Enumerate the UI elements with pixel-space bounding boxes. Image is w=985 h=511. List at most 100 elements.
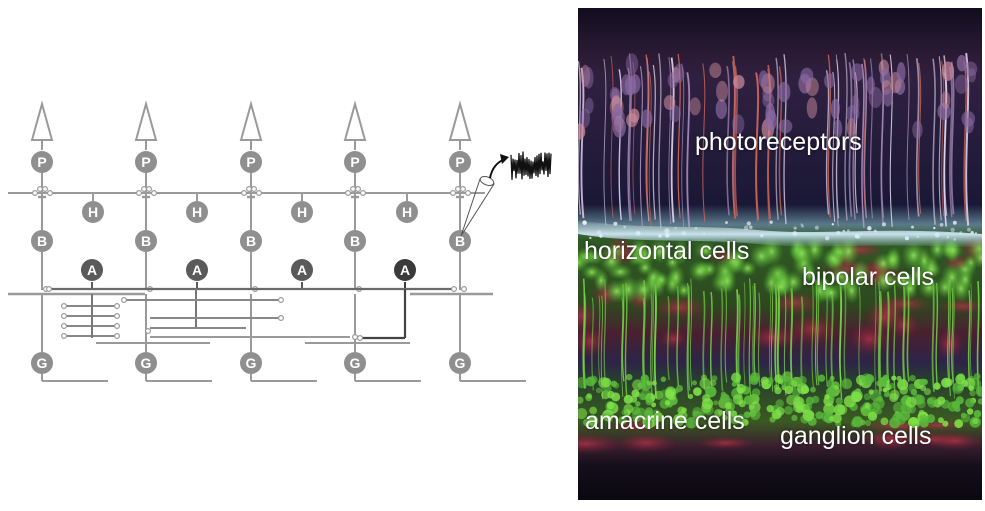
photoreceptor-nucleus (954, 74, 969, 94)
amacrine-ganglion-cell (966, 408, 974, 415)
photoreceptor-fiber (755, 72, 759, 222)
amacrine-ganglion-cell (908, 383, 917, 393)
bipolar-soma (957, 268, 974, 291)
synapse-terminal-icon (357, 335, 364, 342)
amacrine-ganglion-cell (705, 385, 717, 398)
bipolar-cell-3-body (240, 230, 262, 252)
bipolar-cell-3-letter: B (246, 233, 256, 249)
synapse-terminal-icon (256, 190, 263, 197)
synapse-terminal-icon (451, 286, 458, 293)
red-tissue-blob (867, 433, 914, 450)
photoreceptor-cell-5-letter: P (455, 154, 464, 170)
amacrine-ganglion-cell (947, 401, 958, 412)
amacrine-ganglion-cell (973, 373, 981, 380)
photoreceptor-fiber (639, 66, 643, 227)
bipolar-cell-2: B (135, 230, 157, 252)
photoreceptor-cell-1-body (31, 151, 53, 173)
bipolar-dendrite (768, 288, 772, 382)
synapse-terminal-icon (146, 186, 153, 193)
ganglion-cell-2-body (135, 352, 157, 374)
photoreceptor-cell-2-letter: P (141, 154, 150, 170)
horizontal-cell-2-body (186, 201, 208, 223)
amacrine-ganglion-cell (621, 409, 628, 416)
photoreceptor-fiber (726, 66, 730, 216)
synapse-terminal-icon (120, 297, 127, 304)
amacrine-ganglion-cell (631, 410, 643, 422)
amacrine-ganglion-cell (942, 420, 949, 427)
amacrine-ganglion-cell (578, 408, 588, 420)
amacrine-ganglion-cell (738, 400, 746, 408)
photoreceptor-nucleus (964, 117, 974, 134)
bipolar-dendrite (893, 282, 897, 400)
amacrine-ganglion-cell (774, 387, 782, 395)
plexiform-speck (769, 220, 773, 224)
ganglion-cell-2: G (135, 352, 157, 374)
photoreceptor-nucleus (673, 63, 685, 84)
amacrine-ganglion-cell (724, 402, 732, 410)
bipolar-dendrite (877, 281, 881, 395)
amacrine-ganglion-cell (797, 375, 807, 385)
amacrine-ganglion-cell (688, 394, 694, 400)
photoreceptor-fiber (869, 58, 874, 219)
bipolar-dendrite (621, 297, 624, 398)
photoreceptor-cell-2-body (135, 151, 157, 173)
amacrine-cell-4-body (394, 259, 416, 281)
bipolar-dendrite (582, 278, 586, 389)
amacrine-ganglion-cell (878, 378, 886, 387)
electrode-arrowhead-icon (500, 154, 509, 164)
photoreceptor-fiber (778, 66, 783, 216)
photoreceptor-nucleus (629, 108, 640, 123)
synapse-terminal-icon (460, 186, 467, 193)
amacrine-ganglion-cell (769, 416, 776, 423)
amacrine-ganglion-cell (833, 404, 846, 416)
synapse-terminal-icon (251, 186, 258, 193)
synapse-terminal-icon (136, 190, 143, 197)
amacrine-ganglion-cell (632, 379, 644, 391)
amacrine-ganglion-cell (775, 399, 784, 408)
amacrine-ganglion-cell (811, 395, 820, 404)
amacrine-ganglion-cell (743, 411, 751, 419)
amacrine-cell-2: A (186, 259, 208, 281)
amacrine-ganglion-cell (731, 381, 737, 387)
amacrine-ganglion-cell (835, 397, 843, 405)
photoreceptor-fiber (863, 57, 867, 215)
photoreceptor-nucleus (716, 80, 729, 102)
photoreceptor-nucleus (758, 70, 769, 88)
photoreceptor-fiber (652, 64, 656, 220)
amacrine-ganglion-cell (702, 394, 711, 403)
horizontal-cell-3-letter: H (297, 204, 307, 220)
retina-micrograph: photoreceptors horizontal cells bipolar … (578, 8, 982, 500)
red-tissue-blob (746, 324, 802, 351)
red-tissue-blob (659, 328, 687, 350)
amacrine-ganglion-cell (777, 378, 784, 384)
amacrine-cell-3-letter: A (297, 262, 307, 278)
bipolar-soma (768, 276, 793, 298)
amacrine-ganglion-cell (618, 416, 627, 425)
photoreceptor-nucleus (937, 102, 951, 121)
photoreceptor-nucleus (912, 120, 923, 139)
ganglion-cell-5-body (449, 352, 471, 374)
amacrine-ganglion-cell (693, 387, 702, 396)
red-tissue-blob (652, 294, 708, 320)
plexiform-speck (831, 223, 834, 226)
amacrine-ganglion-cell (804, 402, 813, 411)
bipolar-dendrite (858, 286, 861, 387)
bipolar-cell-4: B (344, 230, 366, 252)
amacrine-ganglion-cell (919, 418, 929, 428)
bipolar-soma (892, 270, 915, 290)
amacrine-ganglion-cell (760, 376, 769, 385)
amacrine-ganglion-cell (923, 388, 932, 396)
amacrine-ganglion-cell (918, 378, 926, 386)
photoreceptor-fiber (944, 69, 948, 216)
retina-circuit-diagram: P B G P B G P B G P B G P B G H H H H A A A A (8, 100, 552, 382)
amacrine-ganglion-cell (784, 405, 793, 415)
red-tissue-blob (614, 432, 679, 454)
bipolar-dendrite (724, 286, 728, 383)
photoreceptor-nucleus (625, 53, 639, 75)
amacrine-ganglion-cell (676, 413, 684, 420)
amacrine-cell-1-letter: A (87, 262, 97, 278)
photoreceptor-nucleus (964, 61, 978, 77)
bipolar-soma (599, 248, 624, 274)
photoreceptor-nucleus (806, 97, 818, 119)
photoreceptor-nucleus (584, 97, 594, 114)
